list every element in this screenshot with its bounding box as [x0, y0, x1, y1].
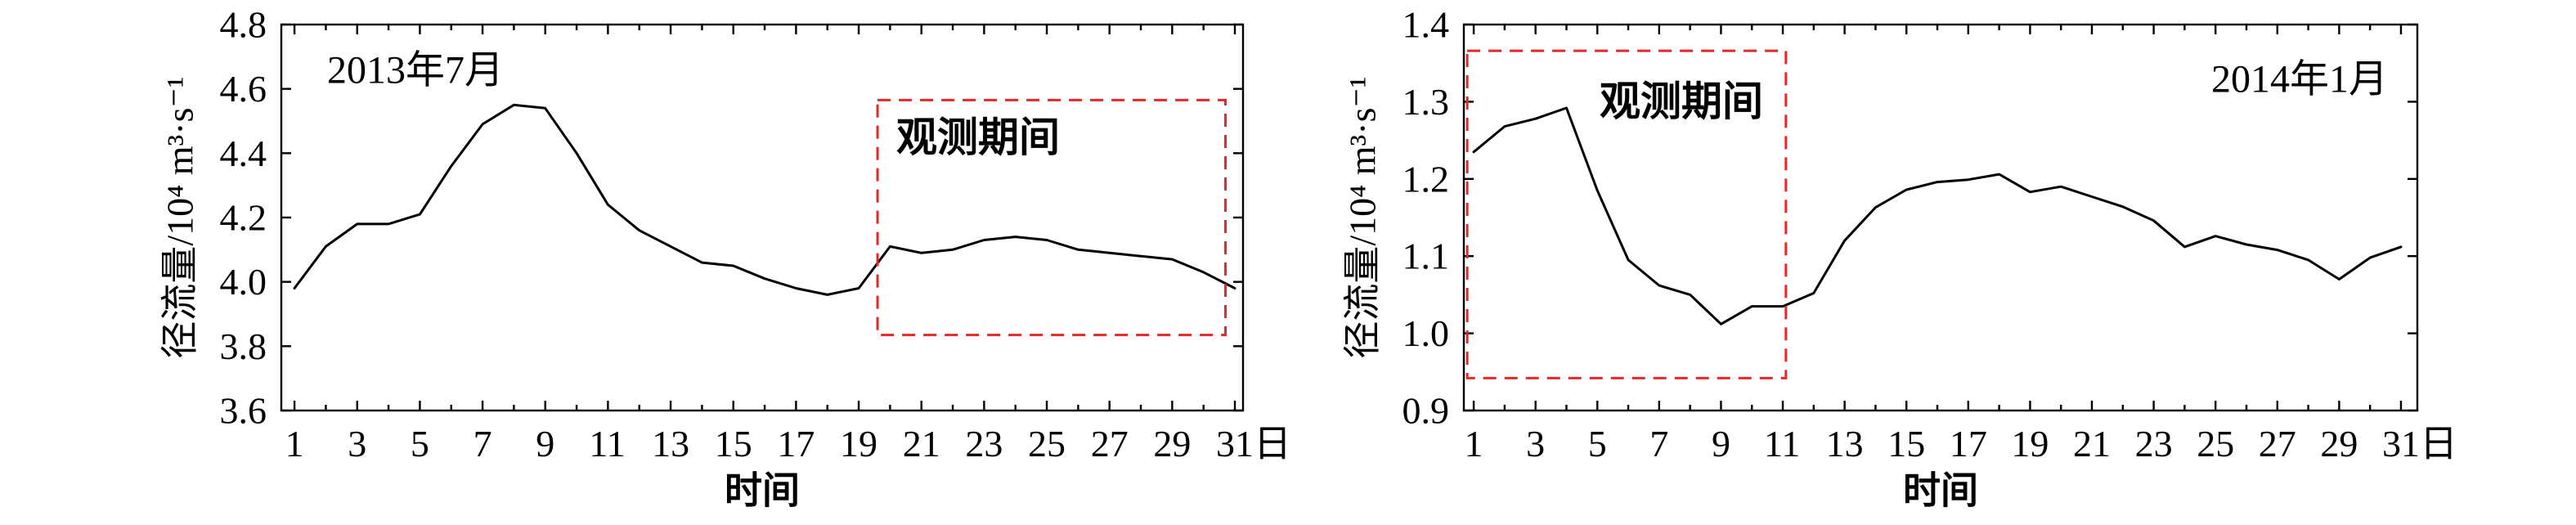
x-tick-label: 25	[1028, 423, 1066, 464]
x-tick-label: 1	[1465, 423, 1483, 464]
x-tick-label: 11	[589, 423, 625, 464]
x-tick-label: 13	[652, 423, 689, 464]
y-tick-label: 4.8	[220, 4, 267, 46]
x-axis-label: 时间	[725, 470, 800, 512]
x-tick-label: 21	[903, 423, 940, 464]
x-tick-label: 25	[2197, 423, 2234, 464]
y-tick-label: 1.0	[1402, 312, 1450, 354]
x-tick-label: 15	[715, 423, 752, 464]
x-tick-label: 19	[840, 423, 877, 464]
x-tick-label: 13	[1826, 423, 1864, 464]
date-annotation: 2014年1月	[2211, 58, 2388, 101]
y-tick-label: 1.2	[1402, 158, 1450, 200]
series-line	[293, 103, 1236, 296]
y-tick-label: 4.4	[220, 132, 267, 174]
y-tick-label: 1.1	[1402, 236, 1450, 277]
x-tick-label: 3	[1526, 423, 1545, 464]
x-tick-label: 31日	[1216, 423, 1291, 464]
x-tick-label: 27	[1091, 423, 1129, 464]
x-tick-label: 9	[536, 423, 554, 464]
chart-panel-left: 3.63.84.04.24.44.64.81 3 5 7 9 11 13 15 17 19 21 23…	[159, 4, 1292, 512]
observation-period-label: 观测期间	[1600, 79, 1763, 124]
y-tick-label: 4.2	[220, 197, 267, 239]
x-tick-label: 17	[1950, 423, 1987, 464]
x-tick-label: 1	[285, 423, 304, 464]
x-tick-label: 7	[473, 423, 492, 464]
x-tick-label: 23	[2135, 423, 2173, 464]
x-tick-label: 31日	[2382, 423, 2457, 464]
x-tick-label: 21	[2073, 423, 2111, 464]
observation-period-label: 观测期间	[896, 114, 1060, 160]
y-tick-label: 1.3	[1402, 81, 1450, 123]
series-line	[1472, 106, 2403, 325]
y-tick-label: 4.0	[220, 261, 267, 303]
x-tick-label: 19	[2011, 423, 2049, 464]
x-tick-label: 11	[1764, 423, 1800, 464]
x-axis-label: 时间	[1903, 470, 1978, 512]
x-tick-label: 9	[1712, 423, 1730, 464]
x-tick-label: 23	[965, 423, 1003, 464]
x-tick-label: 5	[411, 423, 429, 464]
observation-period-box	[876, 98, 1227, 337]
x-tick-label: 29	[1153, 423, 1191, 464]
y-tick-label: 3.8	[220, 325, 267, 367]
x-tick-label: 17	[777, 423, 815, 464]
x-tick-label: 15	[1887, 423, 1925, 464]
y-axis-label: 径流量/10⁴ m³·s⁻¹	[159, 76, 201, 358]
chart-panel-right: 0.91.01.11.21.31.41 3 5 7 9 11 13 15 17 19 21 23 25 2…	[1342, 4, 2457, 512]
y-tick-label: 0.9	[1402, 390, 1450, 432]
x-tick-label: 5	[1588, 423, 1607, 464]
x-tick-label: 29	[2320, 423, 2358, 464]
x-tick-label: 7	[1649, 423, 1668, 464]
y-tick-label: 1.4	[1402, 4, 1450, 46]
date-annotation: 2013年7月	[327, 49, 504, 92]
y-tick-label: 3.6	[220, 390, 267, 432]
plot-frame	[1462, 23, 2419, 412]
y-axis-label: 径流量/10⁴ m³·s⁻¹	[1342, 76, 1384, 358]
y-tick-label: 4.6	[220, 68, 267, 110]
x-tick-label: 27	[2259, 423, 2296, 464]
x-tick-label: 3	[348, 423, 366, 464]
observation-period-box	[1465, 49, 1788, 379]
